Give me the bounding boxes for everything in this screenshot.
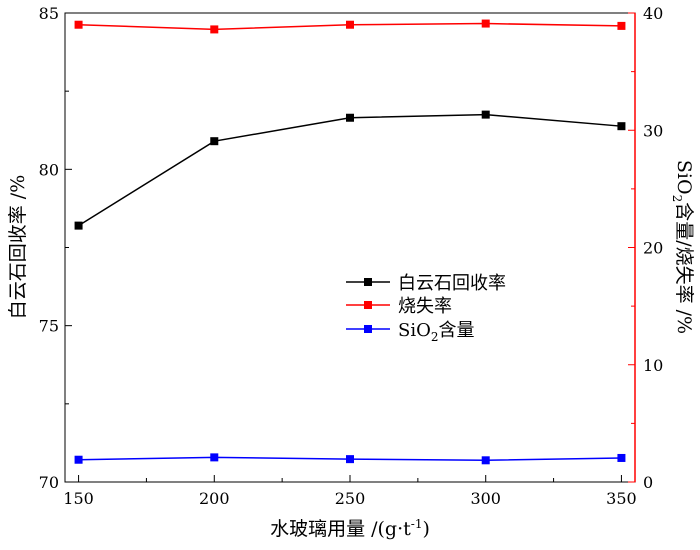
- left-y-tick-label: 75: [39, 317, 59, 336]
- series-2-point: [346, 455, 354, 464]
- series-0-point: [74, 221, 83, 230]
- x-axis-title-sup: -1: [411, 517, 423, 531]
- right-y-tick-label: 40: [643, 4, 663, 23]
- right-y-axis-title-pre: SiO: [673, 160, 695, 195]
- left-y-tick-label: 85: [39, 4, 59, 23]
- series-0-point: [210, 137, 219, 146]
- right-y-tick-label: 10: [643, 356, 663, 375]
- right-y-tick-label: 20: [643, 239, 663, 258]
- right-y-tick-label: 0: [643, 473, 653, 492]
- legend: 白云石回收率 烧失率 SiO2含量: [346, 273, 506, 344]
- plot-frame: [64, 12, 636, 483]
- legend-label-sio2-sub: 2: [431, 330, 439, 344]
- right-y-tick-label: 30: [643, 121, 663, 140]
- series-2-point: [481, 456, 490, 465]
- series-group: [74, 19, 626, 465]
- x-tick-label: 300: [470, 489, 501, 508]
- x-axis-title-close: ): [422, 518, 429, 540]
- legend-item-dolomite-recovery: 白云石回收率: [346, 273, 506, 294]
- series-0-point: [346, 113, 354, 122]
- right-y-axis-title-sub: 2: [670, 195, 684, 203]
- x-tick-label: 200: [199, 489, 230, 508]
- series-1-point: [481, 19, 490, 28]
- left-y-tick-label: 70: [39, 473, 59, 492]
- x-tick-label: 350: [606, 489, 637, 508]
- series-0-point: [481, 110, 490, 119]
- x-axis-title-main: 水玻璃用量 /(g·t: [270, 518, 411, 540]
- right-y-axis: 0 10 20 30 40: [628, 4, 663, 492]
- legend-label-dolomite-recovery: 白云石回收率: [398, 273, 506, 294]
- legend-marker-dolomite-recovery: [364, 278, 372, 286]
- series-0-line: [78, 113, 622, 227]
- legend-item-loss-on-ignition: 烧失率: [346, 296, 452, 317]
- x-tick-label: 250: [335, 489, 366, 508]
- series-2-point: [74, 455, 83, 464]
- legend-label-loss-on-ignition: 烧失率: [398, 296, 452, 317]
- right-y-axis-title: SiO2含量/烧失率 /%: [670, 160, 695, 334]
- series-1-point: [346, 20, 354, 29]
- series-2-point: [210, 453, 219, 462]
- legend-item-sio2-content: SiO2含量: [346, 320, 475, 344]
- series-1-point: [617, 21, 626, 30]
- x-axis: 150 200 250 300 350: [63, 475, 637, 508]
- x-tick-label: 150: [63, 489, 94, 508]
- right-y-axis-title-post: 含量/烧失率 /%: [673, 202, 695, 334]
- series-0-point: [617, 122, 626, 131]
- series-1-point: [210, 25, 219, 34]
- left-y-tick-label: 80: [39, 160, 59, 179]
- legend-label-sio2-post: 含量: [439, 320, 475, 341]
- left-y-axis-title: 白云石回收率 /%: [7, 175, 29, 320]
- legend-label-sio2-pre: SiO: [398, 320, 431, 341]
- legend-marker-sio2-content: [364, 325, 372, 333]
- x-axis-title: 水玻璃用量 /(g·t-1): [270, 517, 430, 540]
- left-y-axis: 70 75 80 85: [39, 4, 72, 492]
- legend-label-sio2-content: SiO2含量: [398, 320, 475, 344]
- legend-marker-loss-on-ignition: [364, 301, 372, 309]
- series-1-point: [74, 20, 83, 29]
- series-2-point: [617, 453, 626, 462]
